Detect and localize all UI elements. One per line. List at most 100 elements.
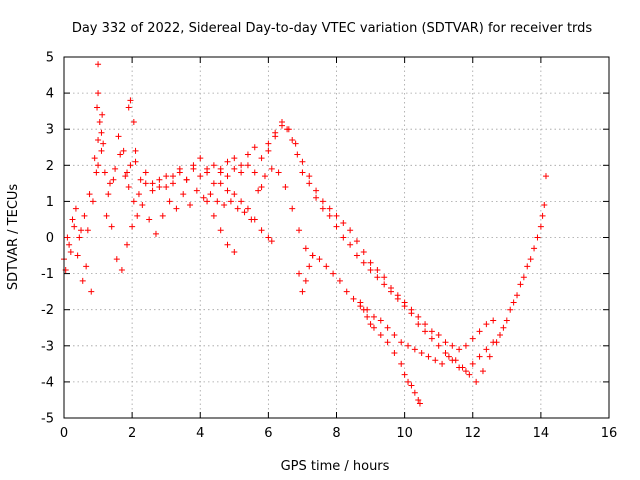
data-point (350, 295, 357, 302)
data-point (127, 162, 134, 169)
data-point (83, 263, 90, 270)
data-point (120, 147, 127, 154)
data-point (137, 176, 144, 183)
x-tick-label: 6 (264, 426, 272, 441)
data-point (251, 216, 258, 223)
data-point (466, 371, 473, 378)
data-point (187, 202, 194, 209)
data-point (357, 299, 364, 306)
data-point (296, 270, 303, 277)
data-point (285, 126, 292, 133)
data-point (326, 212, 333, 219)
data-point (340, 220, 347, 227)
data-point (251, 169, 258, 176)
data-point (282, 183, 289, 190)
data-point (106, 180, 113, 187)
data-point (319, 198, 326, 205)
data-point (537, 223, 544, 230)
data-point (170, 173, 176, 180)
data-point (241, 209, 248, 216)
data-point (422, 328, 429, 335)
data-point (159, 212, 166, 219)
x-axis-label: GPS time / hours (281, 459, 390, 474)
data-point (370, 313, 377, 320)
data-point (520, 274, 527, 281)
data-point (294, 151, 301, 158)
data-point (493, 339, 500, 346)
data-point (503, 317, 510, 324)
data-point (129, 223, 136, 230)
data-point (81, 212, 88, 219)
data-point (401, 299, 408, 306)
data-point (309, 252, 316, 259)
data-point (313, 187, 320, 194)
x-tick-labels: 0 2 4 6 8 10 12 14 16 (60, 426, 617, 441)
data-point (125, 183, 132, 190)
data-point (89, 198, 96, 205)
data-point (105, 191, 112, 198)
data-point (388, 285, 394, 292)
data-point (445, 353, 452, 360)
data-point (108, 223, 115, 230)
y-axis-label: SDTVAR / TECUs (6, 184, 21, 291)
data-point (432, 357, 439, 364)
data-point (98, 129, 105, 136)
data-point (156, 176, 163, 183)
data-point (214, 198, 221, 205)
data-point (416, 400, 423, 407)
data-point (384, 324, 391, 331)
data-point (238, 198, 245, 205)
data-point (261, 173, 268, 180)
data-point (473, 378, 480, 385)
y-tick-label: 3 (46, 123, 54, 138)
data-point (542, 173, 549, 180)
x-tick-label: 14 (533, 426, 550, 441)
data-point (381, 281, 388, 288)
data-point (146, 216, 153, 223)
data-point (265, 140, 272, 147)
data-point (507, 306, 514, 313)
data-point (384, 339, 391, 346)
data-point (176, 165, 183, 172)
data-point (200, 194, 207, 201)
data-point (244, 205, 251, 212)
y-tick-label: -2 (41, 303, 54, 318)
data-point (132, 147, 139, 154)
data-point (353, 252, 360, 259)
data-point (435, 331, 442, 338)
y-tick-label: 4 (46, 87, 54, 102)
data-point (299, 288, 306, 295)
data-point (459, 364, 466, 371)
data-point (517, 281, 524, 288)
x-tick-label: 0 (60, 426, 68, 441)
data-point (217, 227, 224, 234)
data-point (227, 198, 234, 205)
data-point (539, 212, 546, 219)
data-point (66, 241, 73, 248)
data-point (142, 180, 149, 187)
y-tick-label: -4 (41, 375, 54, 390)
data-point (132, 158, 139, 165)
data-point (204, 165, 211, 172)
data-point (163, 173, 170, 180)
data-point (313, 194, 320, 201)
data-point (101, 169, 108, 176)
data-point (149, 180, 156, 187)
data-point (130, 118, 137, 125)
series-track-d (94, 61, 423, 407)
data-point (204, 198, 211, 205)
y-tick-labels: -5 -4 -3 -2 -1 0 1 2 3 4 5 (41, 51, 54, 427)
data-point (255, 187, 262, 194)
data-point (302, 245, 309, 252)
data-point (367, 266, 374, 273)
data-point (258, 155, 265, 162)
data-point (299, 158, 306, 165)
data-point (76, 234, 83, 241)
data-point (265, 234, 272, 241)
x-tick-label: 12 (464, 426, 481, 441)
data-point (130, 198, 137, 205)
data-point (500, 324, 507, 331)
x-tick-label: 4 (196, 426, 204, 441)
data-point (364, 313, 371, 320)
data-point (94, 104, 101, 111)
